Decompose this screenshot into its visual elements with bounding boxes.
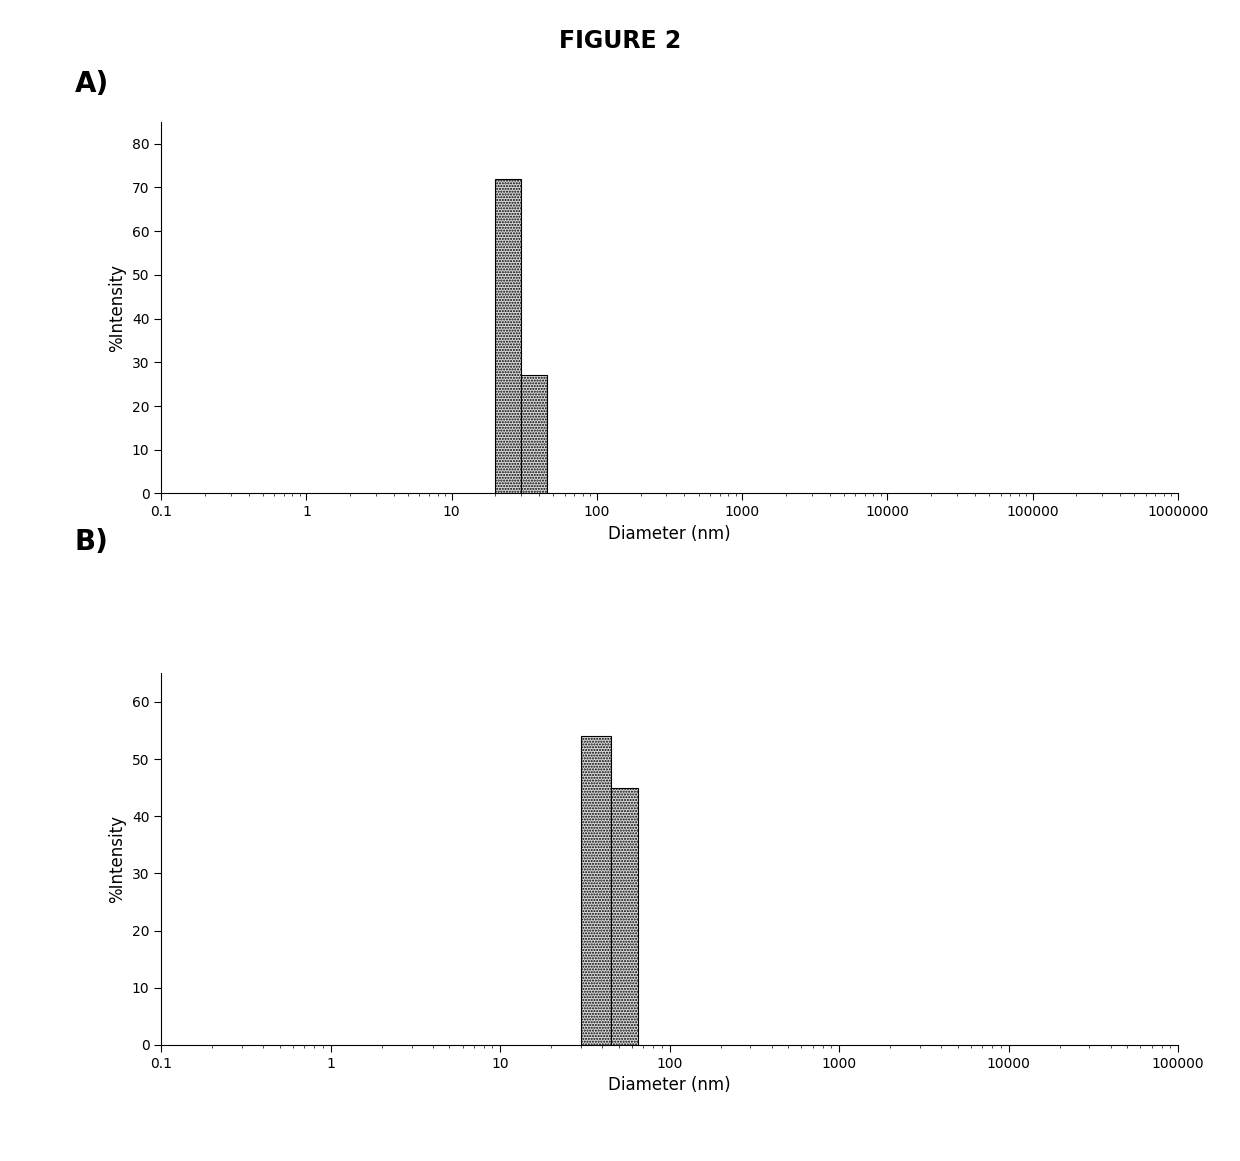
Y-axis label: %Intensity: %Intensity [108,815,126,903]
Bar [496,179,521,493]
Bar [611,787,637,1045]
Bar [521,375,547,493]
Text: B): B) [74,528,108,556]
X-axis label: Diameter (nm): Diameter (nm) [609,525,730,543]
Y-axis label: %Intensity: %Intensity [108,264,126,352]
X-axis label: Diameter (nm): Diameter (nm) [609,1076,730,1095]
Bar [582,736,611,1045]
Text: A): A) [74,70,109,98]
Text: FIGURE 2: FIGURE 2 [559,29,681,53]
